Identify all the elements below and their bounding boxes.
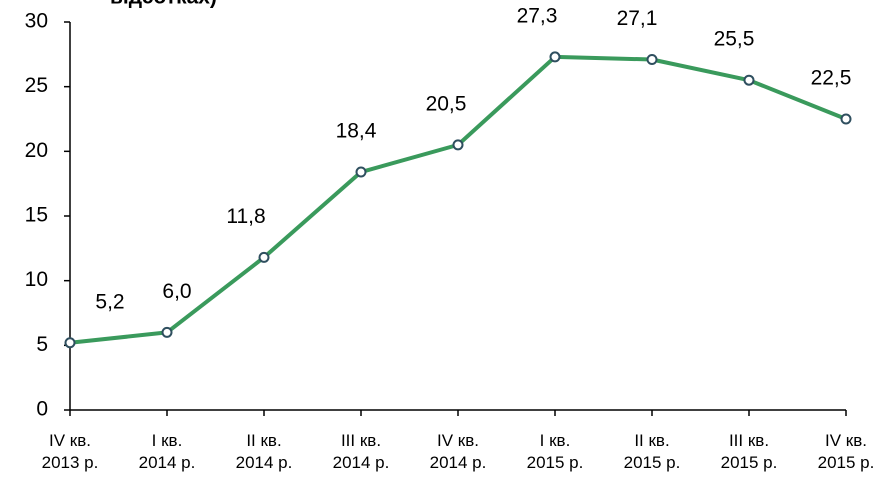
marker xyxy=(646,54,658,66)
x-tick-line: 2013 р. xyxy=(42,453,99,472)
x-tick-label: II кв. 2014 р. xyxy=(236,431,293,472)
y-tick-label: 30 xyxy=(25,10,48,33)
y-tick-label: 10 xyxy=(25,268,48,291)
x-tick-line: 2015 р. xyxy=(818,453,875,472)
marker xyxy=(64,337,76,349)
y-tick-label: 20 xyxy=(25,139,48,162)
data-label: 22,5 xyxy=(811,67,852,90)
x-tick-line: 2014 р. xyxy=(430,453,487,472)
chart-title: відсотках) xyxy=(110,0,217,9)
x-tick-line: 2015 р. xyxy=(527,453,584,472)
y-tick-label: 0 xyxy=(36,398,48,421)
data-label: 27,3 xyxy=(517,4,558,27)
x-tick-label: IV кв. 2013 р. xyxy=(42,431,99,472)
x-tick-line: I кв. xyxy=(152,431,183,450)
y-tick-label: 25 xyxy=(25,74,48,97)
x-tick-line: IV кв. xyxy=(49,431,91,450)
x-tick-line: 2015 р. xyxy=(624,453,681,472)
marker xyxy=(743,74,755,86)
marker xyxy=(840,113,852,125)
data-label: 25,5 xyxy=(714,28,755,51)
x-tick-label: I кв. 2014 р. xyxy=(139,431,196,472)
data-label: 20,5 xyxy=(426,92,467,115)
x-tick-line: I кв. xyxy=(540,431,571,450)
marker xyxy=(161,326,173,338)
x-tick-line: II кв. xyxy=(246,431,281,450)
marker xyxy=(549,51,561,63)
x-tick-line: III кв. xyxy=(341,431,381,450)
x-tick-label: II кв. 2015 р. xyxy=(624,431,681,472)
x-tick-line: II кв. xyxy=(634,431,669,450)
x-tick-label: III кв. 2014 р. xyxy=(333,431,390,472)
marker xyxy=(258,251,270,263)
x-tick-line: IV кв. xyxy=(437,431,479,450)
data-label: 27,1 xyxy=(617,7,658,30)
marker xyxy=(452,139,464,151)
y-tick-label: 5 xyxy=(36,333,48,356)
x-tick-line: III кв. xyxy=(729,431,769,450)
x-tick-label: III кв. 2015 р. xyxy=(721,431,778,472)
x-tick-line: IV кв. xyxy=(825,431,867,450)
data-label: 5,2 xyxy=(95,290,124,313)
data-label: 18,4 xyxy=(336,120,377,143)
data-label: 6,0 xyxy=(162,280,191,303)
x-tick-label: IV кв. 2014 р. xyxy=(430,431,487,472)
x-tick-line: 2015 р. xyxy=(721,453,778,472)
x-tick-label: I кв. 2015 р. xyxy=(527,431,584,472)
x-tick-line: 2014 р. xyxy=(333,453,390,472)
y-tick-label: 15 xyxy=(25,204,48,227)
data-label: 11,8 xyxy=(226,205,265,228)
marker xyxy=(355,166,367,178)
x-tick-label: IV кв. 2015 р. xyxy=(818,431,875,472)
x-tick-line: 2014 р. xyxy=(139,453,196,472)
x-tick-line: 2014 р. xyxy=(236,453,293,472)
